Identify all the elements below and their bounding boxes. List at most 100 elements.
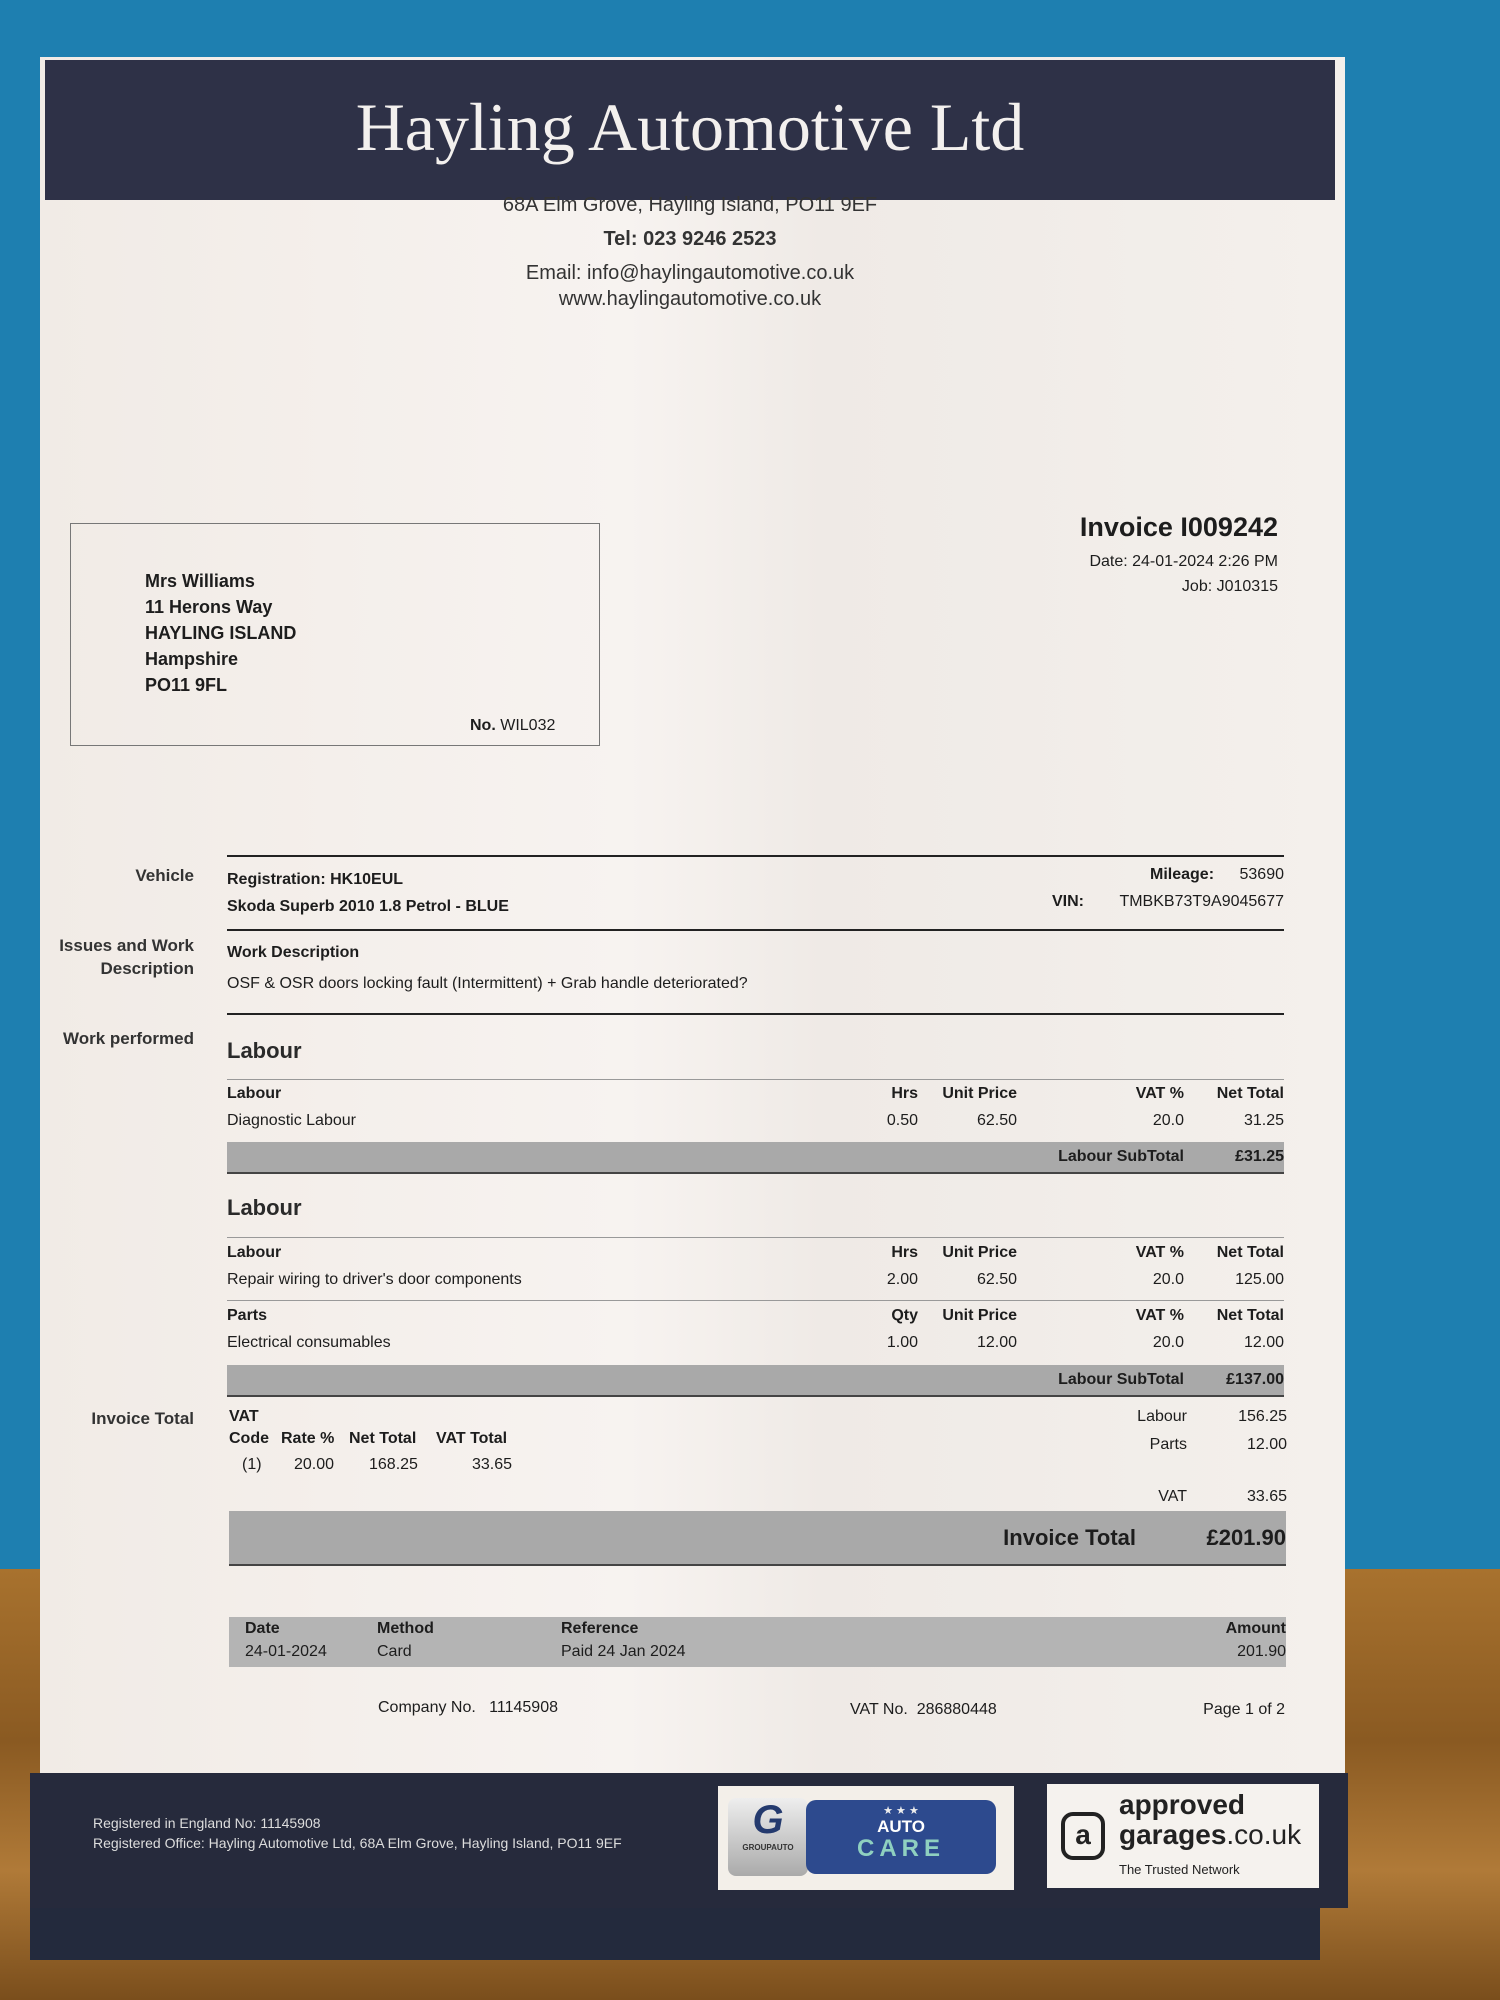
header-band bbox=[45, 60, 1335, 200]
item-qty: 1.00 bbox=[886, 1334, 918, 1351]
line-item-group: Labour Hrs Unit Price VAT % Net Total Di… bbox=[227, 1085, 1284, 1135]
address-line: PO11 9FL bbox=[145, 675, 228, 695]
groupauto-autocare-logo: G GROUPAUTO ★ ★ ★ AUTO CARE bbox=[718, 1786, 1014, 1890]
stars-icon: ★ ★ ★ bbox=[883, 1805, 919, 1817]
vat-rate: 20.00 bbox=[294, 1456, 335, 1473]
divider bbox=[227, 929, 1284, 931]
col-header: Labour bbox=[227, 1244, 282, 1261]
section-heading: Labour bbox=[227, 1038, 302, 1063]
subtotal-label: Labour SubTotal bbox=[1058, 1148, 1184, 1165]
subtotal-value: £31.25 bbox=[1235, 1148, 1284, 1165]
approved-garages-logo: a approved garages.co.uk The Trusted Net… bbox=[1047, 1784, 1319, 1888]
payment-method: Card bbox=[377, 1643, 412, 1660]
payment-table: Date Method Reference Amount 24-01-2024 … bbox=[229, 1617, 1286, 1667]
vat-net: 168.25 bbox=[369, 1456, 418, 1473]
line-item-group: Labour Hrs Unit Price VAT % Net Total Re… bbox=[227, 1244, 1284, 1294]
col-header: Qty bbox=[891, 1307, 918, 1324]
vin-value: TMBKB73T9A9045677 bbox=[1119, 893, 1284, 910]
registration: Registration: HK10EUL bbox=[227, 871, 404, 888]
payment-reference: Paid 24 Jan 2024 bbox=[561, 1643, 686, 1660]
subtotal-label: Labour SubTotal bbox=[1058, 1371, 1184, 1388]
col-header: Unit Price bbox=[942, 1085, 1017, 1102]
customer-number-label: No. bbox=[470, 717, 496, 734]
vat-total: 33.65 bbox=[472, 1456, 513, 1473]
subtotal-bar: Labour SubTotal £137.00 bbox=[227, 1365, 1284, 1397]
groupauto-badge: G GROUPAUTO bbox=[728, 1798, 808, 1876]
vat-col-header: Rate % bbox=[281, 1430, 335, 1447]
garages-word: garages bbox=[1119, 1819, 1227, 1850]
company-number-value: 11145908 bbox=[489, 1699, 558, 1716]
vat-col-header: Net Total bbox=[349, 1430, 417, 1447]
registered-office: Registered Office: Hayling Automotive Lt… bbox=[93, 1835, 622, 1851]
col-header: VAT % bbox=[1135, 1085, 1184, 1102]
col-header: Unit Price bbox=[942, 1244, 1017, 1261]
autocare-badge: ★ ★ ★ AUTO CARE bbox=[806, 1800, 996, 1874]
vehicle-label: Vehicle bbox=[135, 866, 194, 885]
at-icon: a bbox=[1061, 1812, 1105, 1860]
company-number-label: Company No. bbox=[378, 1699, 476, 1716]
groupauto-text: GROUPAUTO bbox=[742, 1843, 794, 1852]
vat-number-label: VAT No. bbox=[850, 1701, 908, 1718]
registered-number: Registered in England No: 11145908 bbox=[93, 1815, 321, 1831]
company-email: Email: info@haylingautomotive.co.uk bbox=[525, 262, 855, 284]
company-number: Company No. 11145908 bbox=[378, 1699, 558, 1717]
item-vat: 20.0 bbox=[1152, 1271, 1184, 1288]
approved-text: approved bbox=[1119, 1789, 1246, 1820]
col-header: Net Total bbox=[1216, 1307, 1284, 1324]
customer-address-box bbox=[70, 523, 600, 746]
item-net-total: 31.25 bbox=[1243, 1112, 1284, 1129]
work-description-text: OSF & OSR doors locking fault (Intermitt… bbox=[227, 975, 748, 992]
vat-number: VAT No. 286880448 bbox=[850, 1701, 997, 1719]
col-header: Labour bbox=[227, 1085, 282, 1102]
invoice-total-label: Invoice Total bbox=[1003, 1525, 1136, 1550]
item-unit-price: 62.50 bbox=[976, 1271, 1017, 1288]
payment-col-header: Method bbox=[377, 1620, 434, 1637]
vehicle-model: Skoda Superb 2010 1.8 Petrol - BLUE bbox=[227, 898, 509, 915]
item-description: Electrical consumables bbox=[227, 1334, 391, 1351]
company-website[interactable]: www.haylingautomotive.co.uk bbox=[558, 288, 822, 310]
item-description: Repair wiring to driver's door component… bbox=[227, 1271, 522, 1288]
item-hours: 2.00 bbox=[886, 1271, 918, 1288]
invoice-total-bar: Invoice Total £201.90 bbox=[229, 1511, 1286, 1566]
address-line: HAYLING ISLAND bbox=[145, 623, 297, 643]
parts-total-label: Parts bbox=[1149, 1436, 1187, 1453]
col-header: VAT % bbox=[1135, 1244, 1184, 1261]
labour-total: 156.25 bbox=[1238, 1408, 1287, 1425]
work-performed-label: Work performed bbox=[63, 1029, 194, 1048]
mileage-label: Mileage: bbox=[1150, 866, 1215, 883]
subtotal-bar: Labour SubTotal £31.25 bbox=[227, 1142, 1284, 1174]
garages-text: garages.co.uk bbox=[1119, 1820, 1301, 1850]
vat-amount-label: VAT bbox=[1158, 1488, 1187, 1505]
autocare-bottom: CARE bbox=[856, 1835, 945, 1862]
labour-total-label: Labour bbox=[1137, 1408, 1187, 1425]
invoice-page bbox=[40, 57, 1345, 1907]
section-heading: Labour bbox=[227, 1195, 302, 1220]
col-header: Hrs bbox=[891, 1085, 918, 1102]
invoice-title: Invoice I009242 bbox=[1079, 512, 1278, 542]
tld-text: .co.uk bbox=[1226, 1819, 1302, 1850]
item-unit-price: 12.00 bbox=[976, 1334, 1017, 1351]
customer-number: No. WIL032 bbox=[470, 717, 555, 735]
vin-label: VIN: bbox=[1052, 893, 1084, 910]
item-unit-price: 62.50 bbox=[976, 1112, 1017, 1129]
job-number: Job: J010315 bbox=[1181, 578, 1278, 595]
company-name: Hayling Automotive Ltd bbox=[355, 89, 1025, 165]
subtotal-value: £137.00 bbox=[1226, 1371, 1284, 1388]
vat-number-value: 286880448 bbox=[916, 1701, 997, 1718]
divider bbox=[227, 1237, 1284, 1238]
invoice-date: Date: 24-01-2024 2:26 PM bbox=[1089, 553, 1278, 570]
vat-heading: VAT bbox=[229, 1408, 259, 1425]
payment-col-header: Reference bbox=[561, 1620, 639, 1637]
item-net-total: 125.00 bbox=[1235, 1271, 1284, 1288]
page-number: Page 1 of 2 bbox=[1203, 1701, 1285, 1718]
item-vat: 20.0 bbox=[1152, 1334, 1184, 1351]
vat-code: (1) bbox=[242, 1456, 262, 1473]
address-line: Hampshire bbox=[145, 649, 239, 669]
invoice-total-label: Invoice Total bbox=[91, 1409, 194, 1428]
vat-amount: 33.65 bbox=[1246, 1488, 1287, 1505]
line-item-group: Parts Qty Unit Price VAT % Net Total Ele… bbox=[227, 1307, 1284, 1357]
company-tel: Tel: 023 9246 2523 bbox=[603, 228, 777, 250]
trusted-network-tagline: The Trusted Network bbox=[1119, 1862, 1240, 1877]
customer-address: Mrs Williams 11 Herons Way HAYLING ISLAN… bbox=[145, 568, 296, 698]
customer-number-value: WIL032 bbox=[500, 717, 556, 734]
